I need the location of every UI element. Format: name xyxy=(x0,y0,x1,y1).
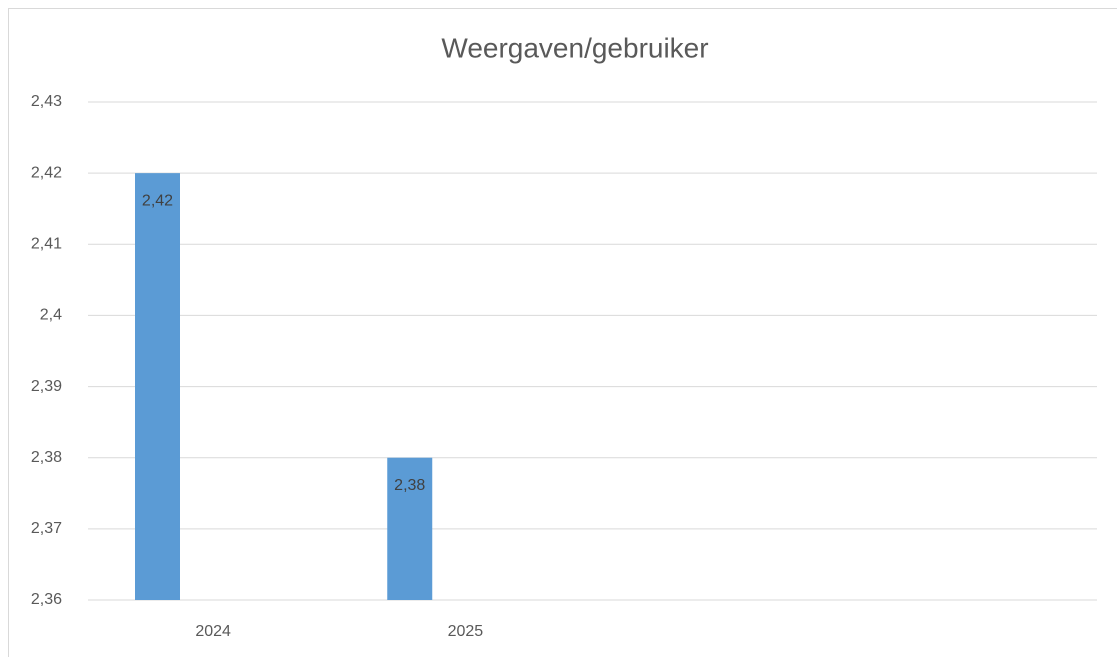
chart-border xyxy=(8,8,1117,657)
data-label: 2,42 xyxy=(142,192,173,209)
x-tick-label: 2024 xyxy=(195,623,231,640)
y-tick-label: 2,42 xyxy=(31,164,62,181)
x-tick-label: 2025 xyxy=(448,623,484,640)
y-tick-label: 2,43 xyxy=(31,93,62,110)
y-tick-label: 2,38 xyxy=(31,449,62,466)
y-tick-label: 2,4 xyxy=(40,307,62,324)
y-tick-label: 2,41 xyxy=(31,236,62,253)
y-tick-label: 2,39 xyxy=(31,378,62,395)
data-label: 2,38 xyxy=(394,477,425,494)
y-tick-label: 2,37 xyxy=(31,520,62,537)
bar xyxy=(387,457,433,600)
chart-title: Weergaven/gebruiker xyxy=(441,32,708,63)
bar xyxy=(135,173,180,600)
y-tick-label: 2,36 xyxy=(31,591,62,608)
